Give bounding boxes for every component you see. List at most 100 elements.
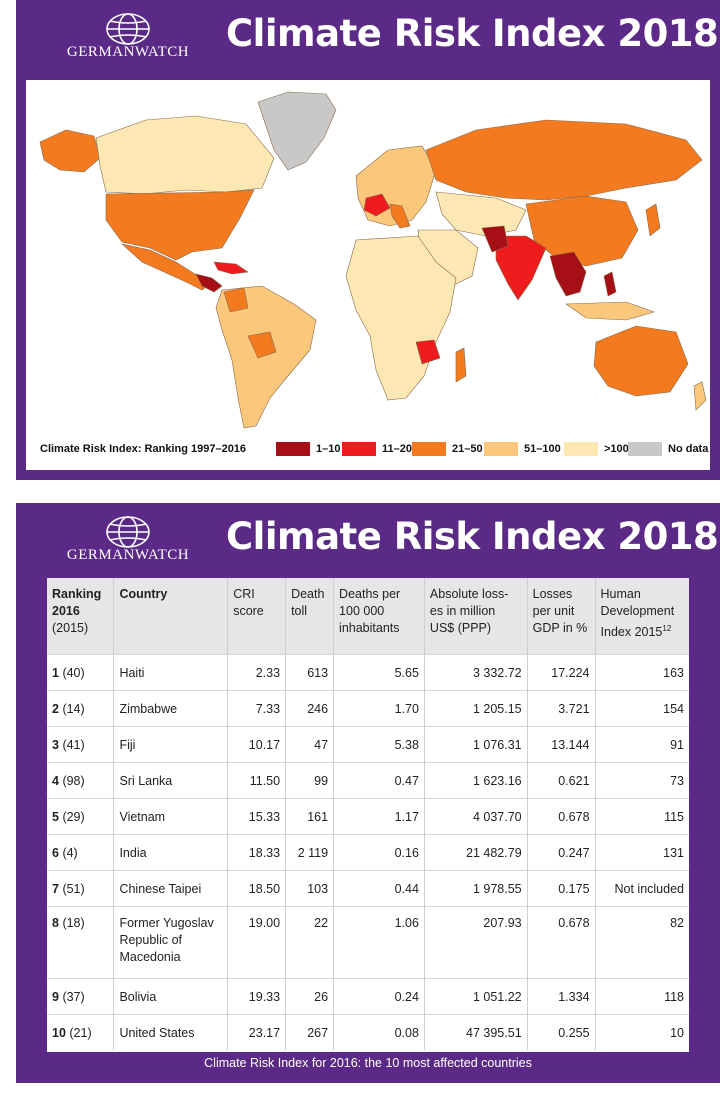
region-new-zealand xyxy=(693,381,707,411)
deaths-cell: 613 xyxy=(285,653,335,690)
table-panel-header: GERMANWATCH Climate Risk Index 2018 xyxy=(16,503,720,583)
legend-swatch xyxy=(412,442,446,456)
world-map-graphic xyxy=(39,91,707,429)
rank-cell: 10 (21) xyxy=(47,1013,115,1050)
gdp-cell: 13.144 xyxy=(527,725,596,762)
page-title: Climate Risk Index 2018 xyxy=(226,12,719,55)
country-cell: Haiti xyxy=(113,653,229,690)
losses-cell: 207.93 xyxy=(424,905,528,978)
cri-cell: 23.17 xyxy=(227,1013,287,1050)
map-legend: Climate Risk Index: Ranking 1997–2016 1–… xyxy=(40,440,710,460)
col-deaths-per-100k: Deaths per 100 000 inhabitants xyxy=(333,578,425,654)
cri-cell: 18.50 xyxy=(227,869,287,906)
table-row: 3 (41) Fiji 10.17 47 5.38 1 076.31 13.144 91 xyxy=(47,725,689,762)
gdp-cell: 0.175 xyxy=(527,869,596,906)
country-cell: United States xyxy=(113,1013,229,1050)
country-cell: Former Yugoslav Republic of Macedonia xyxy=(113,905,229,978)
region-bolivia xyxy=(247,331,277,359)
legend-label: >100 xyxy=(604,443,629,455)
globe-icon xyxy=(106,13,150,45)
germanwatch-logo: GERMANWATCH xyxy=(60,515,196,569)
losses-cell: 1 051.22 xyxy=(424,977,528,1014)
cri-cell: 19.00 xyxy=(227,905,287,978)
region-japan xyxy=(645,203,661,237)
gdp-cell: 0.247 xyxy=(527,833,596,870)
region-greenland xyxy=(257,91,337,171)
gdp-cell: 17.224 xyxy=(527,653,596,690)
logo-text: GERMANWATCH xyxy=(66,44,190,60)
per100k-cell: 5.65 xyxy=(333,653,425,690)
rank-cell: 5 (29) xyxy=(47,797,115,834)
col-hdi: Human Development Index 201512 xyxy=(595,578,689,654)
cri-cell: 2.33 xyxy=(227,653,287,690)
losses-cell: 3 332.72 xyxy=(424,653,528,690)
losses-cell: 47 395.51 xyxy=(424,1013,528,1050)
gdp-cell: 0.621 xyxy=(527,761,596,798)
table-row: 5 (29) Vietnam 15.33 161 1.17 4 037.70 0.678 11… xyxy=(47,797,689,834)
region-india xyxy=(495,235,547,301)
hdi-cell: 82 xyxy=(595,905,689,978)
gdp-cell: 0.678 xyxy=(527,905,596,978)
table-row: 4 (98) Sri Lanka 11.50 99 0.47 1 623.16 0.621 7… xyxy=(47,761,689,798)
legend-label: 51–100 xyxy=(524,443,561,455)
region-australia xyxy=(593,325,689,397)
losses-cell: 1 978.55 xyxy=(424,869,528,906)
cri-table-container: Ranking 2016 (2015) Country CRI score Death… xyxy=(47,578,689,1052)
hdi-cell: 131 xyxy=(595,833,689,870)
gdp-cell: 3.721 xyxy=(527,689,596,726)
globe-icon xyxy=(106,516,150,548)
country-cell: Chinese Taipei xyxy=(113,869,229,906)
map-panel-header: GERMANWATCH Climate Risk Index 2018 xyxy=(16,0,720,80)
country-cell: Vietnam xyxy=(113,797,229,834)
region-southeast-asia xyxy=(549,251,587,297)
table-row: 1 (40) Haiti 2.33 613 5.65 3 332.72 17.224 163 xyxy=(47,653,689,690)
table-body: 1 (40) Haiti 2.33 613 5.65 3 332.72 17.224 163 2… xyxy=(47,653,689,1050)
table-row: 8 (18) Former Yugoslav Republic of Macedo… xyxy=(47,905,689,978)
col-ranking: Ranking 2016 (2015) xyxy=(47,578,115,654)
deaths-cell: 47 xyxy=(285,725,335,762)
cri-table: Ranking 2016 (2015) Country CRI score Death… xyxy=(47,578,689,1050)
losses-cell: 1 076.31 xyxy=(424,725,528,762)
col-death-toll: Death toll xyxy=(285,578,335,654)
region-central-america xyxy=(195,273,223,293)
region-alaska xyxy=(39,129,101,173)
germanwatch-logo: GERMANWATCH xyxy=(60,12,196,66)
country-cell: Zimbabwe xyxy=(113,689,229,726)
per100k-cell: 0.24 xyxy=(333,977,425,1014)
legend-swatch xyxy=(276,442,310,456)
rank-cell: 6 (4) xyxy=(47,833,115,870)
hdi-cell: 118 xyxy=(595,977,689,1014)
region-indonesia xyxy=(565,301,655,321)
hdi-cell: 163 xyxy=(595,653,689,690)
legend-title: Climate Risk Index: Ranking 1997–2016 xyxy=(40,443,247,455)
rank-cell: 7 (51) xyxy=(47,869,115,906)
table-row: 10 (21) United States 23.17 267 0.08 47 395.5… xyxy=(47,1013,689,1050)
region-zimbabwe xyxy=(415,339,441,365)
legend-label: 1–10 xyxy=(316,443,341,455)
col-country: Country xyxy=(113,578,229,654)
col-absolute-losses: Absolute loss-es in million US$ (PPP) xyxy=(424,578,528,654)
legend-label: 11–20 xyxy=(382,443,412,455)
region-italy xyxy=(389,203,411,229)
legend-label: No data xyxy=(668,443,709,455)
table-header-row: Ranking 2016 (2015) Country CRI score Death… xyxy=(47,578,689,654)
deaths-cell: 99 xyxy=(285,761,335,798)
losses-cell: 21 482.79 xyxy=(424,833,528,870)
per100k-cell: 5.38 xyxy=(333,725,425,762)
world-map: Climate Risk Index: Ranking 1997–2016 1–… xyxy=(26,80,710,470)
region-colombia xyxy=(223,287,249,313)
hdi-cell: 73 xyxy=(595,761,689,798)
map-panel: GERMANWATCH Climate Risk Index 2018 xyxy=(16,0,720,480)
cri-cell: 10.17 xyxy=(227,725,287,762)
table-row: 2 (14) Zimbabwe 7.33 246 1.70 1 205.15 3.721 15… xyxy=(47,689,689,726)
gdp-cell: 0.678 xyxy=(527,797,596,834)
region-usa xyxy=(105,189,255,261)
logo-text: GERMANWATCH xyxy=(66,547,190,563)
hdi-cell: 91 xyxy=(595,725,689,762)
gdp-cell: 1.334 xyxy=(527,977,596,1014)
deaths-cell: 161 xyxy=(285,797,335,834)
country-cell: Sri Lanka xyxy=(113,761,229,798)
losses-cell: 1 205.15 xyxy=(424,689,528,726)
rank-cell: 8 (18) xyxy=(47,905,115,978)
per100k-cell: 0.16 xyxy=(333,833,425,870)
